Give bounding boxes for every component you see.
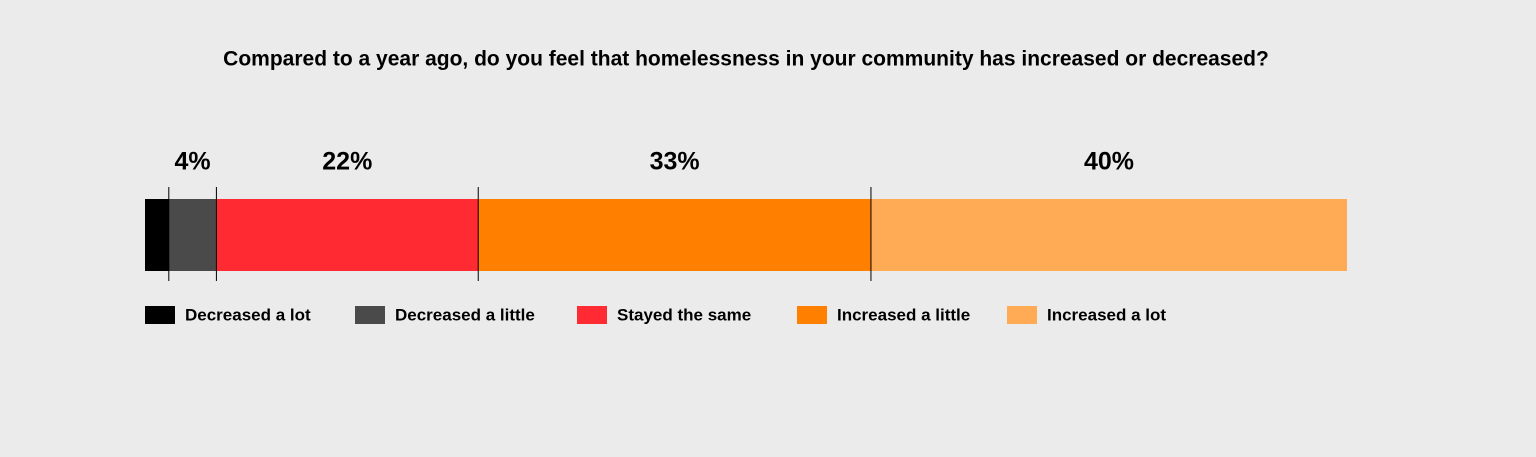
legend-swatch: [355, 306, 385, 324]
bar-segment: [870, 199, 1347, 271]
legend-label: Increased a little: [837, 305, 970, 324]
bar-segment: [168, 199, 217, 271]
bar-segment: [145, 199, 169, 271]
legend-swatch: [797, 306, 827, 324]
legend-swatch: [145, 306, 175, 324]
legend-label: Increased a lot: [1047, 305, 1166, 324]
legend-label: Stayed the same: [617, 305, 751, 324]
legend-label: Decreased a little: [395, 305, 535, 324]
value-label: 40%: [1084, 148, 1134, 176]
legend-label: Decreased a lot: [185, 305, 311, 324]
legend-swatch: [1007, 306, 1037, 324]
value-label: 4%: [175, 148, 211, 176]
legend-swatch: [577, 306, 607, 324]
value-label: 22%: [322, 148, 372, 176]
value-label: 33%: [650, 148, 700, 176]
bar-segment: [216, 199, 479, 271]
bar-segment: [478, 199, 871, 271]
chart-title: Compared to a year ago, do you feel that…: [223, 48, 1269, 71]
